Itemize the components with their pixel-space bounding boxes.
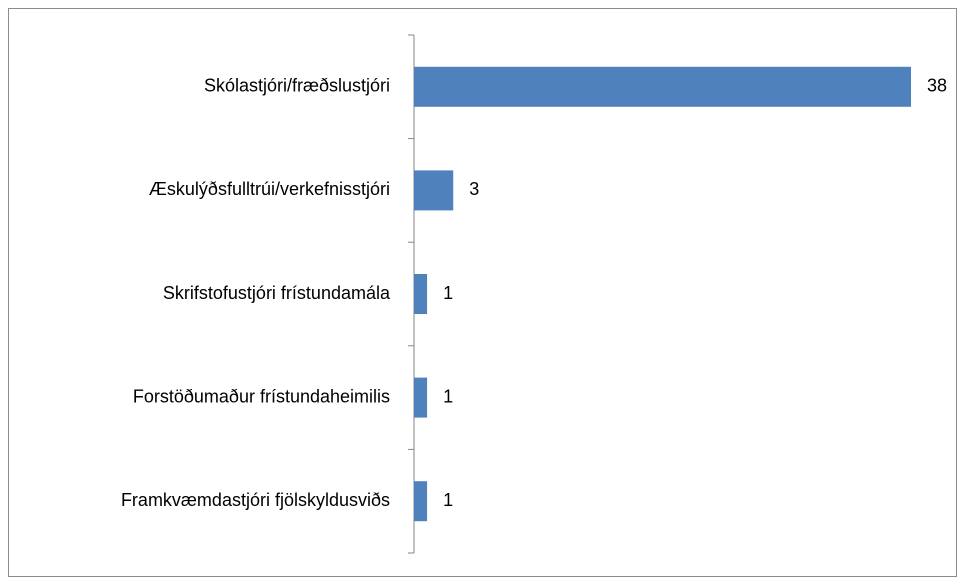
bar: [414, 170, 454, 211]
data-label: 1: [443, 490, 453, 510]
data-label: 3: [469, 179, 479, 199]
bar: [414, 274, 428, 314]
bar: [414, 481, 428, 522]
bar: [414, 66, 911, 107]
y-tick-label: Skrifstofustjóri frístundamála: [163, 283, 391, 303]
data-label: 38: [927, 76, 947, 96]
data-label: 1: [443, 386, 453, 406]
y-tick-label: Æskulýðsfulltrúi/verkefnisstjóri: [149, 179, 390, 199]
y-tick-label: Forstöðumaður frístundaheimilis: [133, 386, 390, 406]
y-tick-label: Skólastjóri/fræðslustjóri: [204, 76, 390, 96]
bar: [414, 377, 428, 418]
y-tick-label: Framkvæmdastjóri fjölskyldusviðs: [121, 490, 390, 510]
data-label: 1: [443, 283, 453, 303]
